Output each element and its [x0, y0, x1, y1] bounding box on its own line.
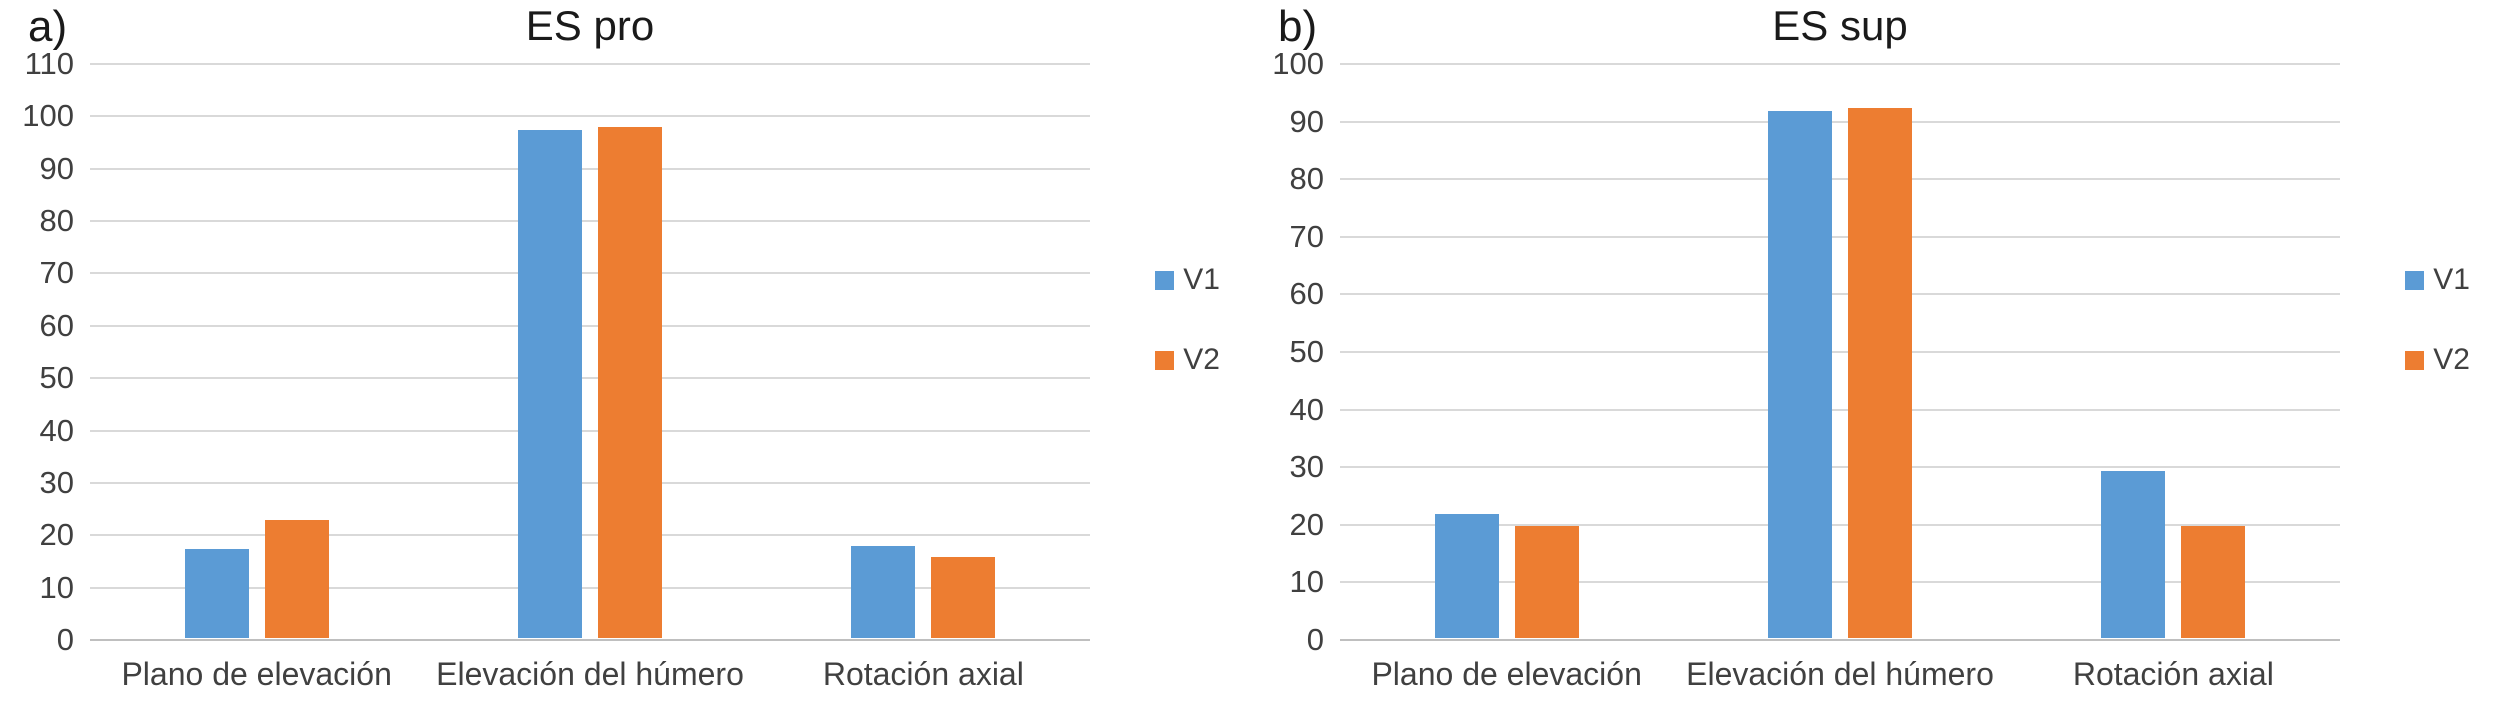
gridline	[1340, 63, 2340, 65]
plot-area: 0 10 20 30 40 50 60 70 80 90 100 Plano de elevación…	[1272, 47, 2340, 692]
y-tick-label: 80	[1289, 161, 1324, 197]
bar-v1-category-0	[1434, 514, 1499, 638]
y-tick-label: 0	[1306, 622, 1324, 657]
gridline	[90, 63, 1090, 65]
y-tick-label: 10	[39, 569, 74, 605]
y-tick-label: 20	[39, 517, 74, 553]
bar-v1-category-1	[518, 130, 582, 638]
x-category-label: Plano de elevación	[121, 656, 392, 692]
gridline	[90, 534, 1090, 537]
chart-panel-b: b) ES sup 0 10 20 30 40 50 60 70 80 90 100 Plano de…	[1250, 0, 2500, 718]
gridline	[90, 167, 1090, 170]
legend-swatch-icon	[2405, 270, 2425, 290]
y-tick-label: 60	[39, 307, 74, 343]
gridline	[90, 586, 1090, 589]
gridline	[90, 272, 1090, 275]
y-tick-label: 0	[56, 622, 74, 657]
legend-entry-v1: V1	[1155, 263, 1220, 297]
legend-label: V2	[1183, 343, 1220, 376]
legend-swatch-icon	[1155, 350, 1175, 370]
y-tick-label: 90	[1289, 103, 1324, 139]
bar-v2-category-1	[1848, 108, 1912, 638]
legend-entry-v2: V2	[1155, 343, 1220, 377]
x-category-label: Elevación del húmero	[1686, 656, 1994, 692]
y-tick-label: 50	[1289, 334, 1324, 369]
y-tick-label: 20	[1289, 506, 1324, 542]
bar-v1-category-0	[184, 548, 249, 638]
y-tick-label: 40	[39, 412, 74, 448]
gridline	[1340, 581, 2340, 584]
gridline	[1340, 178, 2340, 181]
y-tick-label: 30	[1289, 449, 1324, 485]
bar-v2-category-1	[598, 127, 662, 638]
x-category-label: Elevación del húmero	[436, 656, 744, 692]
legend: V1 V2	[2405, 0, 2470, 640]
gridline	[1340, 351, 2340, 353]
chart-title-es-sup: ES sup	[1772, 2, 1908, 49]
legend-swatch-icon	[1155, 270, 1175, 290]
x-category-label: Plano de elevación	[1371, 656, 1642, 692]
bar-v1-category-2	[851, 546, 916, 638]
chart-panel-a: a) ES pro 0 10 20 30 40 50 60 70 80 90 100 110 Plano…	[22, 0, 1220, 692]
gridline	[90, 220, 1090, 223]
gridline	[1340, 120, 2340, 123]
bar-v1-category-2	[2101, 470, 2166, 638]
gridline	[90, 115, 1090, 118]
bar-v1-category-1	[1768, 110, 1832, 638]
x-axis-line	[1340, 639, 2340, 641]
gridline	[1340, 466, 2340, 469]
x-category-label: Rotación axial	[2072, 656, 2274, 692]
panel-label-b: b)	[1278, 2, 1318, 51]
bar-v2-category-2	[931, 556, 996, 638]
legend: V1 V2	[1155, 0, 1220, 640]
x-category-label: Rotación axial	[822, 656, 1024, 692]
y-tick-label: 30	[39, 464, 74, 500]
bar-v2-category-2	[2181, 525, 2246, 638]
legend-swatch-icon	[2405, 350, 2425, 370]
chart-title-es-pro: ES pro	[525, 2, 655, 49]
gridline	[90, 429, 1090, 432]
legend-entry-v2: V2	[2405, 343, 2470, 377]
legend-entry-v1: V1	[2405, 263, 2470, 297]
gridline	[1340, 408, 2340, 411]
gridline	[90, 324, 1090, 327]
y-tick-label: 110	[24, 46, 74, 81]
legend-label: V2	[2433, 343, 2470, 376]
gridline	[1340, 293, 2340, 296]
panel-label-a: a)	[28, 2, 68, 51]
gridline	[90, 481, 1090, 484]
y-tick-label: 40	[1289, 391, 1324, 427]
legend-label: V1	[2433, 263, 2470, 296]
y-tick-label: 10	[1289, 564, 1324, 600]
y-tick-label: 60	[1289, 276, 1324, 312]
y-tick-label: 100	[22, 98, 74, 134]
gridline	[90, 377, 1090, 380]
y-tick-label: 100	[1272, 46, 1324, 81]
plot-area: 0 10 20 30 40 50 60 70 80 90 100 110 Plano de elevac…	[22, 47, 1090, 692]
gridline	[1340, 235, 2340, 238]
y-tick-label: 70	[1289, 218, 1324, 254]
bar-v2-category-0	[264, 520, 329, 638]
gridline	[1340, 523, 2340, 526]
y-tick-label: 80	[39, 203, 74, 239]
x-axis-line	[90, 639, 1090, 641]
y-tick-label: 90	[39, 150, 74, 186]
y-tick-label: 50	[39, 360, 74, 396]
bar-v2-category-0	[1514, 525, 1579, 638]
y-tick-label: 70	[39, 255, 74, 291]
legend-label: V1	[1183, 263, 1220, 296]
